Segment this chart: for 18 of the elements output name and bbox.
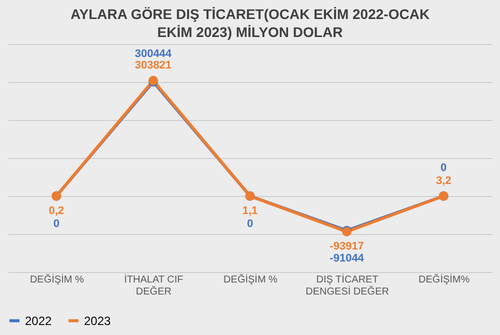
x-tick-label: DIŞ TİCARET DENGESİ DEĞER (306, 274, 389, 298)
data-label: 303821 (134, 60, 172, 72)
data-label: 0 (53, 218, 60, 230)
data-label: 0 (440, 162, 447, 174)
x-tick-label: DEĞİŞİM % (30, 274, 84, 286)
chart-title: AYLARA GÖRE DIŞ TİCARET(OCAK EKİM 2022-OCAK EKİM 2023) MİLYON DOLAR (70, 6, 430, 40)
x-tick-label: İTHALAT CIF DEĞER (124, 274, 184, 298)
data-label: 0,2 (48, 205, 64, 217)
data-label: 1,1 (242, 205, 258, 217)
data-label: 300444 (134, 48, 172, 60)
data-label: -93917 (330, 240, 364, 253)
data-label: 3,2 (436, 175, 452, 187)
data-label: -91044 (330, 252, 365, 265)
data-label: 0 (246, 218, 254, 230)
legend-label: 2022 (25, 314, 52, 328)
legend-label: 2023 (84, 314, 112, 328)
x-tick-label: DEĞİŞİM% (418, 274, 470, 286)
x-tick-label: DEĞİŞİM % (224, 274, 278, 286)
